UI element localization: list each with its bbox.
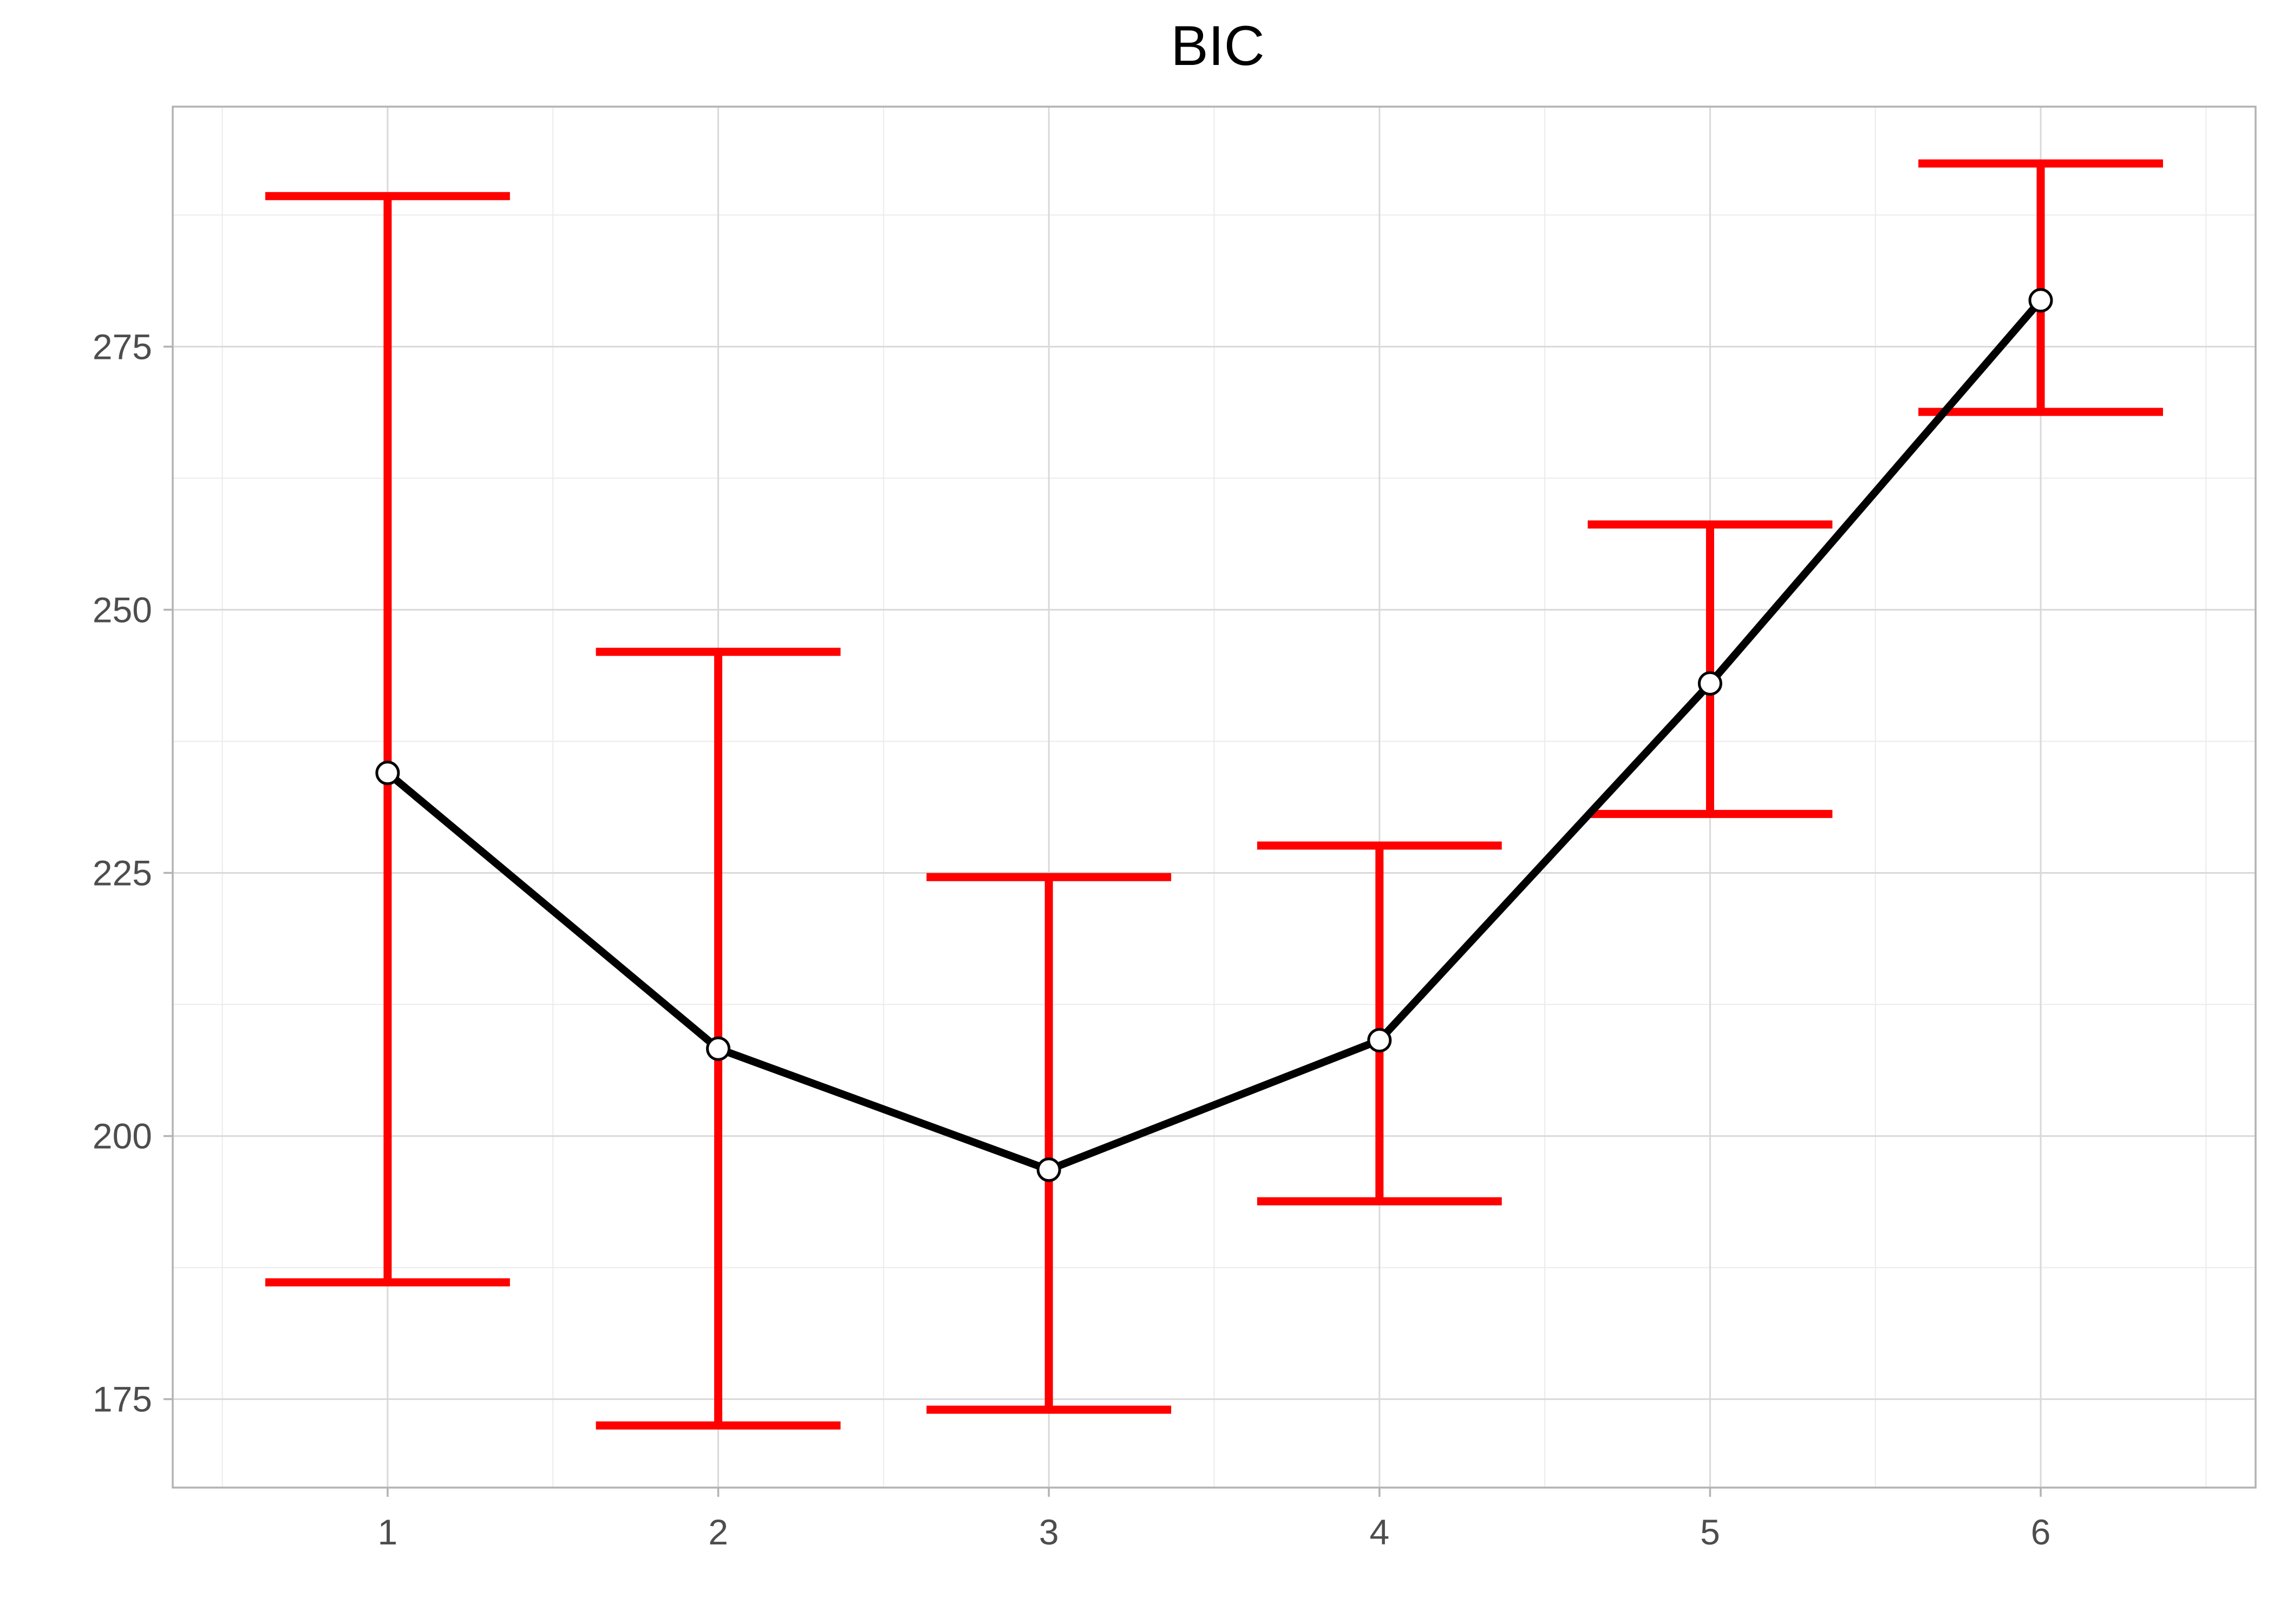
x-tick-label: 3 <box>1039 1512 1059 1552</box>
chart-title: BIC <box>1171 15 1264 77</box>
data-point <box>375 761 400 785</box>
y-tick-label: 275 <box>93 326 152 366</box>
y-axis: 175 200 225 250 275 <box>93 326 173 1419</box>
plot-panel-border <box>172 106 2257 1489</box>
data-point <box>1697 671 1722 696</box>
y-tick-label: 225 <box>93 853 152 893</box>
y-tick-label: 175 <box>93 1379 152 1419</box>
data-point <box>1367 1028 1392 1053</box>
minor-gridlines <box>173 107 2256 1488</box>
series-line <box>383 296 2045 1174</box>
data-point <box>2028 288 2053 313</box>
x-tick-label: 6 <box>2031 1512 2051 1552</box>
x-tick-label: 5 <box>1700 1512 1720 1552</box>
y-tick-label: 200 <box>93 1116 152 1156</box>
x-tick-label: 4 <box>1369 1512 1389 1552</box>
data-points <box>375 288 2053 1182</box>
x-tick-label: 1 <box>378 1512 398 1552</box>
y-tick-label: 250 <box>93 590 152 630</box>
data-point <box>706 1036 731 1061</box>
data-point <box>1036 1157 1061 1182</box>
x-tick-label: 2 <box>708 1512 728 1552</box>
x-axis: 1 2 3 4 5 6 <box>378 1488 2051 1552</box>
